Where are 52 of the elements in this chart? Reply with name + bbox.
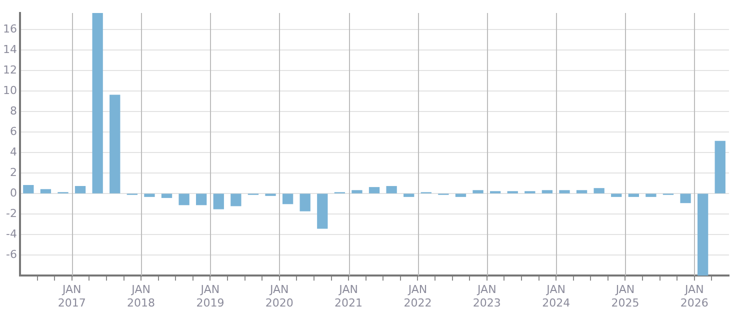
bar (178, 194, 190, 206)
bar (92, 13, 103, 194)
y-tick-label: 4 (10, 145, 17, 158)
bar (282, 194, 294, 204)
bar (611, 194, 622, 197)
x-tick-label: JAN 2022 (404, 283, 432, 310)
y-tick-label: -2 (6, 206, 17, 220)
y-tick-label: -4 (6, 227, 17, 240)
bar (23, 185, 34, 194)
y-tick-label: 14 (2, 42, 17, 56)
x-tick-label: JAN 2024 (542, 283, 570, 310)
bar (161, 194, 172, 198)
bar (74, 186, 86, 194)
y-tick-label: 8 (10, 104, 17, 118)
bar (317, 194, 328, 229)
bar (594, 188, 604, 194)
bar (352, 190, 362, 194)
bar (404, 194, 414, 197)
y-tick-label: 16 (2, 22, 17, 36)
bar (472, 190, 484, 194)
y-tick-label: 6 (10, 124, 17, 138)
bar (542, 190, 553, 194)
x-tick-label: JAN 2021 (334, 283, 363, 310)
x-tick-label: JAN 2023 (472, 283, 501, 310)
bar (646, 194, 656, 197)
bar (576, 190, 588, 194)
bar (144, 194, 155, 197)
x-tick-label: JAN 2025 (611, 283, 640, 310)
y-tick-label: 2 (10, 166, 17, 179)
bar (386, 186, 397, 194)
x-tick-label: JAN 2020 (265, 283, 294, 310)
bar (368, 187, 380, 194)
bar (196, 194, 207, 206)
bar (455, 194, 466, 197)
bar (714, 140, 726, 194)
y-tick-label: 12 (2, 63, 17, 76)
bar (230, 194, 242, 206)
x-tick-label: JAN 2017 (58, 283, 86, 310)
x-tick-label: JAN 2026 (680, 283, 708, 310)
bar (40, 189, 52, 194)
y-tick-label: 0 (10, 186, 17, 200)
y-tick-label: -6 (6, 248, 17, 261)
bar (300, 194, 310, 212)
bar (110, 94, 120, 194)
y-tick-label: 10 (2, 84, 17, 97)
x-tick-label: JAN 2019 (196, 283, 224, 310)
bar (213, 194, 224, 210)
bar (628, 194, 639, 197)
bar (559, 190, 570, 194)
bar (698, 194, 708, 276)
x-tick-label: JAN 2018 (127, 283, 156, 310)
bar (680, 194, 691, 204)
